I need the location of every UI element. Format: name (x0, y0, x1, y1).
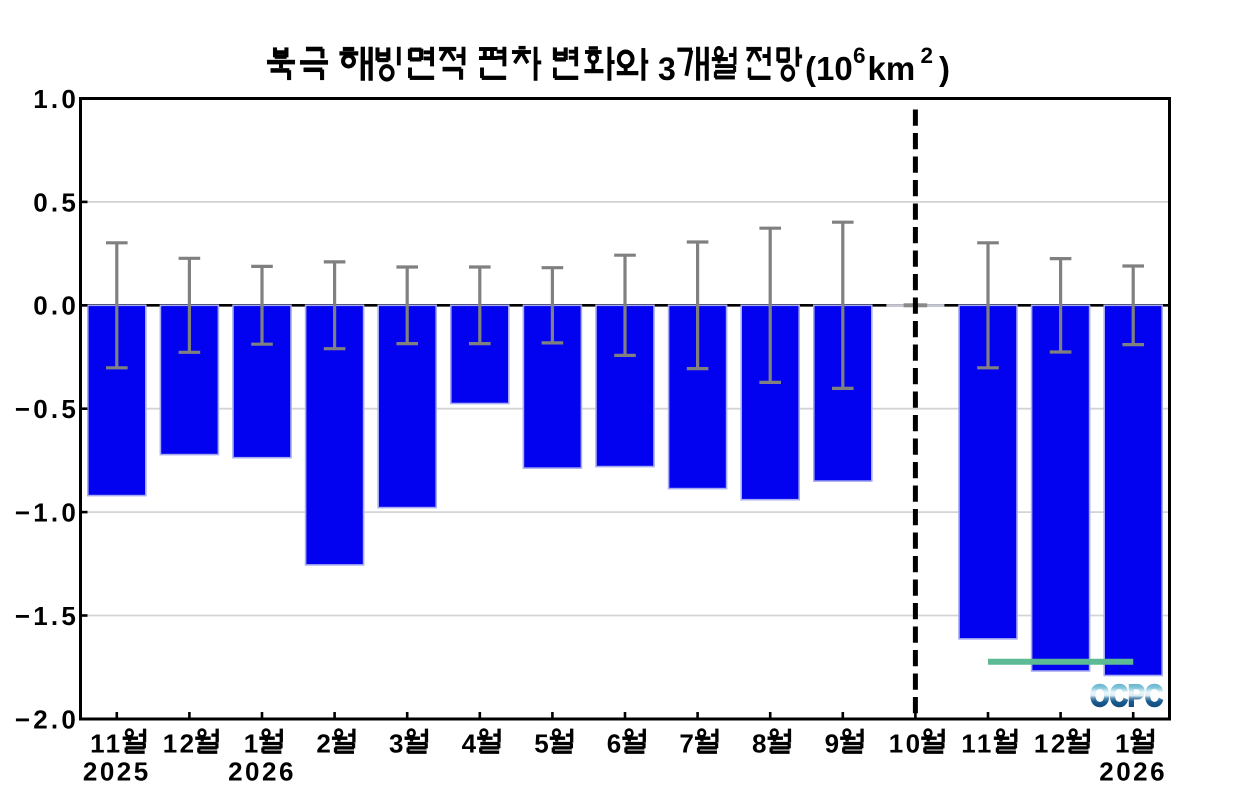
svg-text:10: 10 (889, 729, 923, 759)
svg-text:0.0: 0.0 (33, 291, 79, 321)
svg-text:−0.5: −0.5 (15, 394, 79, 424)
svg-text:3: 3 (658, 51, 676, 87)
svg-text:11: 11 (961, 729, 994, 759)
svg-text:): ) (939, 50, 950, 87)
svg-text:−1.5: −1.5 (15, 601, 79, 631)
svg-text:−2.0: −2.0 (15, 704, 79, 734)
svg-text:3: 3 (389, 729, 406, 759)
svg-text:8: 8 (752, 729, 769, 759)
svg-text:(10: (10 (805, 50, 853, 87)
svg-text:12: 12 (163, 729, 197, 759)
svg-text:2026: 2026 (1099, 757, 1167, 787)
svg-text:km: km (868, 50, 916, 87)
svg-text:5: 5 (534, 729, 551, 759)
svg-text:12: 12 (1034, 729, 1068, 759)
svg-text:1.0: 1.0 (33, 84, 79, 114)
svg-text:9: 9 (825, 729, 842, 759)
svg-text:−1.0: −1.0 (15, 498, 79, 528)
svg-text:2026: 2026 (228, 757, 296, 787)
svg-text:2: 2 (316, 729, 333, 759)
svg-text:2025: 2025 (83, 757, 151, 787)
svg-text:7: 7 (679, 729, 696, 759)
svg-text:1: 1 (1115, 729, 1132, 759)
svg-text:11: 11 (90, 729, 123, 759)
svg-text:4: 4 (462, 729, 479, 759)
svg-text:2: 2 (921, 43, 934, 68)
svg-text:6: 6 (607, 729, 624, 759)
svg-text:1: 1 (244, 729, 261, 759)
svg-text:6: 6 (853, 43, 866, 68)
svg-text:0.5: 0.5 (33, 187, 79, 217)
svg-text:OCPC: OCPC (1090, 678, 1163, 713)
